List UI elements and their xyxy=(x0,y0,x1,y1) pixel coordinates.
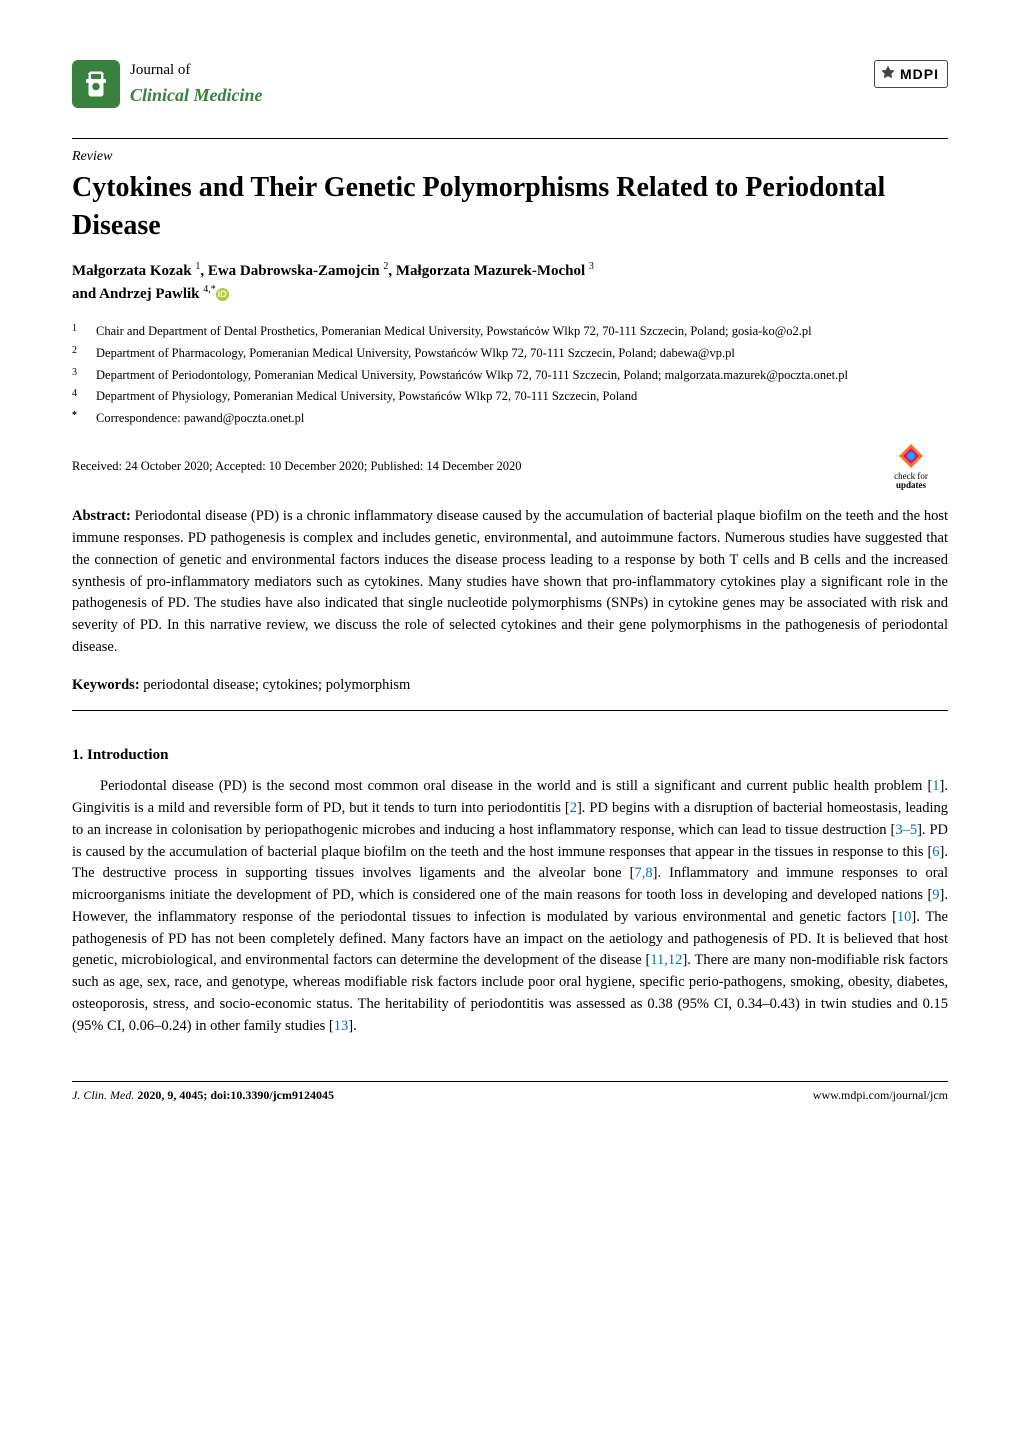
affil-text: Department of Periodontology, Pomeranian… xyxy=(96,366,948,385)
journal-block: Journal of Clinical Medicine xyxy=(72,60,263,108)
header: Journal of Clinical Medicine MDPI xyxy=(72,60,948,108)
affiliation-row: 1 Chair and Department of Dental Prosthe… xyxy=(72,322,948,341)
top-rule xyxy=(72,138,948,139)
footer: J. Clin. Med. 2020, 9, 4045; doi:10.3390… xyxy=(72,1081,948,1104)
footer-right: www.mdpi.com/journal/jcm xyxy=(813,1087,948,1104)
affil-num: * xyxy=(72,409,96,427)
authors: Małgorzata Kozak 1, Ewa Dabrowska-Zamojc… xyxy=(72,259,948,306)
affiliation-row: 2 Department of Pharmacology, Pomeranian… xyxy=(72,344,948,363)
section-heading: 1. Introduction xyxy=(72,745,948,767)
affiliation-row: * Correspondence: pawand@poczta.onet.pl xyxy=(72,409,948,427)
check-updates-text: check forupdates xyxy=(894,472,928,490)
affil-num: 4 xyxy=(72,387,96,406)
publisher-text: MDPI xyxy=(900,64,939,84)
journal-line2: Clinical Medicine xyxy=(130,82,263,108)
mid-rule xyxy=(72,710,948,711)
dates-row: Received: 24 October 2020; Accepted: 10 … xyxy=(72,441,948,490)
author-1: Małgorzata Kozak xyxy=(72,263,195,279)
check-updates-badge[interactable]: check forupdates xyxy=(874,441,948,490)
abstract: Abstract: Periodontal disease (PD) is a … xyxy=(72,506,948,658)
keywords-text: periodontal disease; cytokines; polymorp… xyxy=(140,677,411,693)
body-text: Periodontal disease (PD) is the second m… xyxy=(72,776,948,1037)
affiliation-row: 4 Department of Physiology, Pomeranian M… xyxy=(72,387,948,406)
author-3-sup: 3 xyxy=(589,261,594,272)
journal-name: Journal of Clinical Medicine xyxy=(130,60,263,108)
affiliations: 1 Chair and Department of Dental Prosthe… xyxy=(72,322,948,427)
affil-num: 1 xyxy=(72,322,96,341)
intro-paragraph: Periodontal disease (PD) is the second m… xyxy=(72,776,948,1037)
affil-text: Correspondence: pawand@poczta.onet.pl xyxy=(96,409,948,427)
affil-num: 3 xyxy=(72,366,96,385)
affil-num: 2 xyxy=(72,344,96,363)
author-sep-2: , Małgorzata Mazurek-Mochol xyxy=(388,263,589,279)
keywords: Keywords: periodontal disease; cytokines… xyxy=(72,675,948,696)
affiliation-row: 3 Department of Periodontology, Pomerani… xyxy=(72,366,948,385)
article-title: Cytokines and Their Genetic Polymorphism… xyxy=(72,169,948,245)
abstract-text: Periodontal disease (PD) is a chronic in… xyxy=(72,508,948,655)
abstract-label: Abstract: xyxy=(72,508,131,524)
orcid-icon: iD xyxy=(216,288,229,301)
journal-logo-icon xyxy=(72,60,120,108)
author-sep-1: , Ewa Dabrowska-Zamojcin xyxy=(200,263,383,279)
footer-left: J. Clin. Med. 2020, 9, 4045; doi:10.3390… xyxy=(72,1087,334,1104)
affil-text: Department of Physiology, Pomeranian Med… xyxy=(96,387,948,406)
affil-text: Chair and Department of Dental Prostheti… xyxy=(96,322,948,341)
author-4-sup: 4,* xyxy=(203,284,216,295)
publisher-logo: MDPI xyxy=(874,60,948,88)
keywords-label: Keywords: xyxy=(72,677,140,693)
affil-text: Department of Pharmacology, Pomeranian M… xyxy=(96,344,948,363)
article-type: Review xyxy=(72,147,948,167)
journal-line1: Journal of xyxy=(130,60,263,82)
footer-url[interactable]: www.mdpi.com/journal/jcm xyxy=(813,1088,948,1102)
journal-abbrev: J. Clin. Med. xyxy=(72,1088,134,1102)
author-4: and Andrzej Pawlik xyxy=(72,286,203,302)
check-updates-icon xyxy=(896,441,926,471)
dates: Received: 24 October 2020; Accepted: 10 … xyxy=(72,457,522,475)
footer-year-vol: 2020, 9, 4045; doi:10.3390/jcm9124045 xyxy=(134,1088,334,1102)
